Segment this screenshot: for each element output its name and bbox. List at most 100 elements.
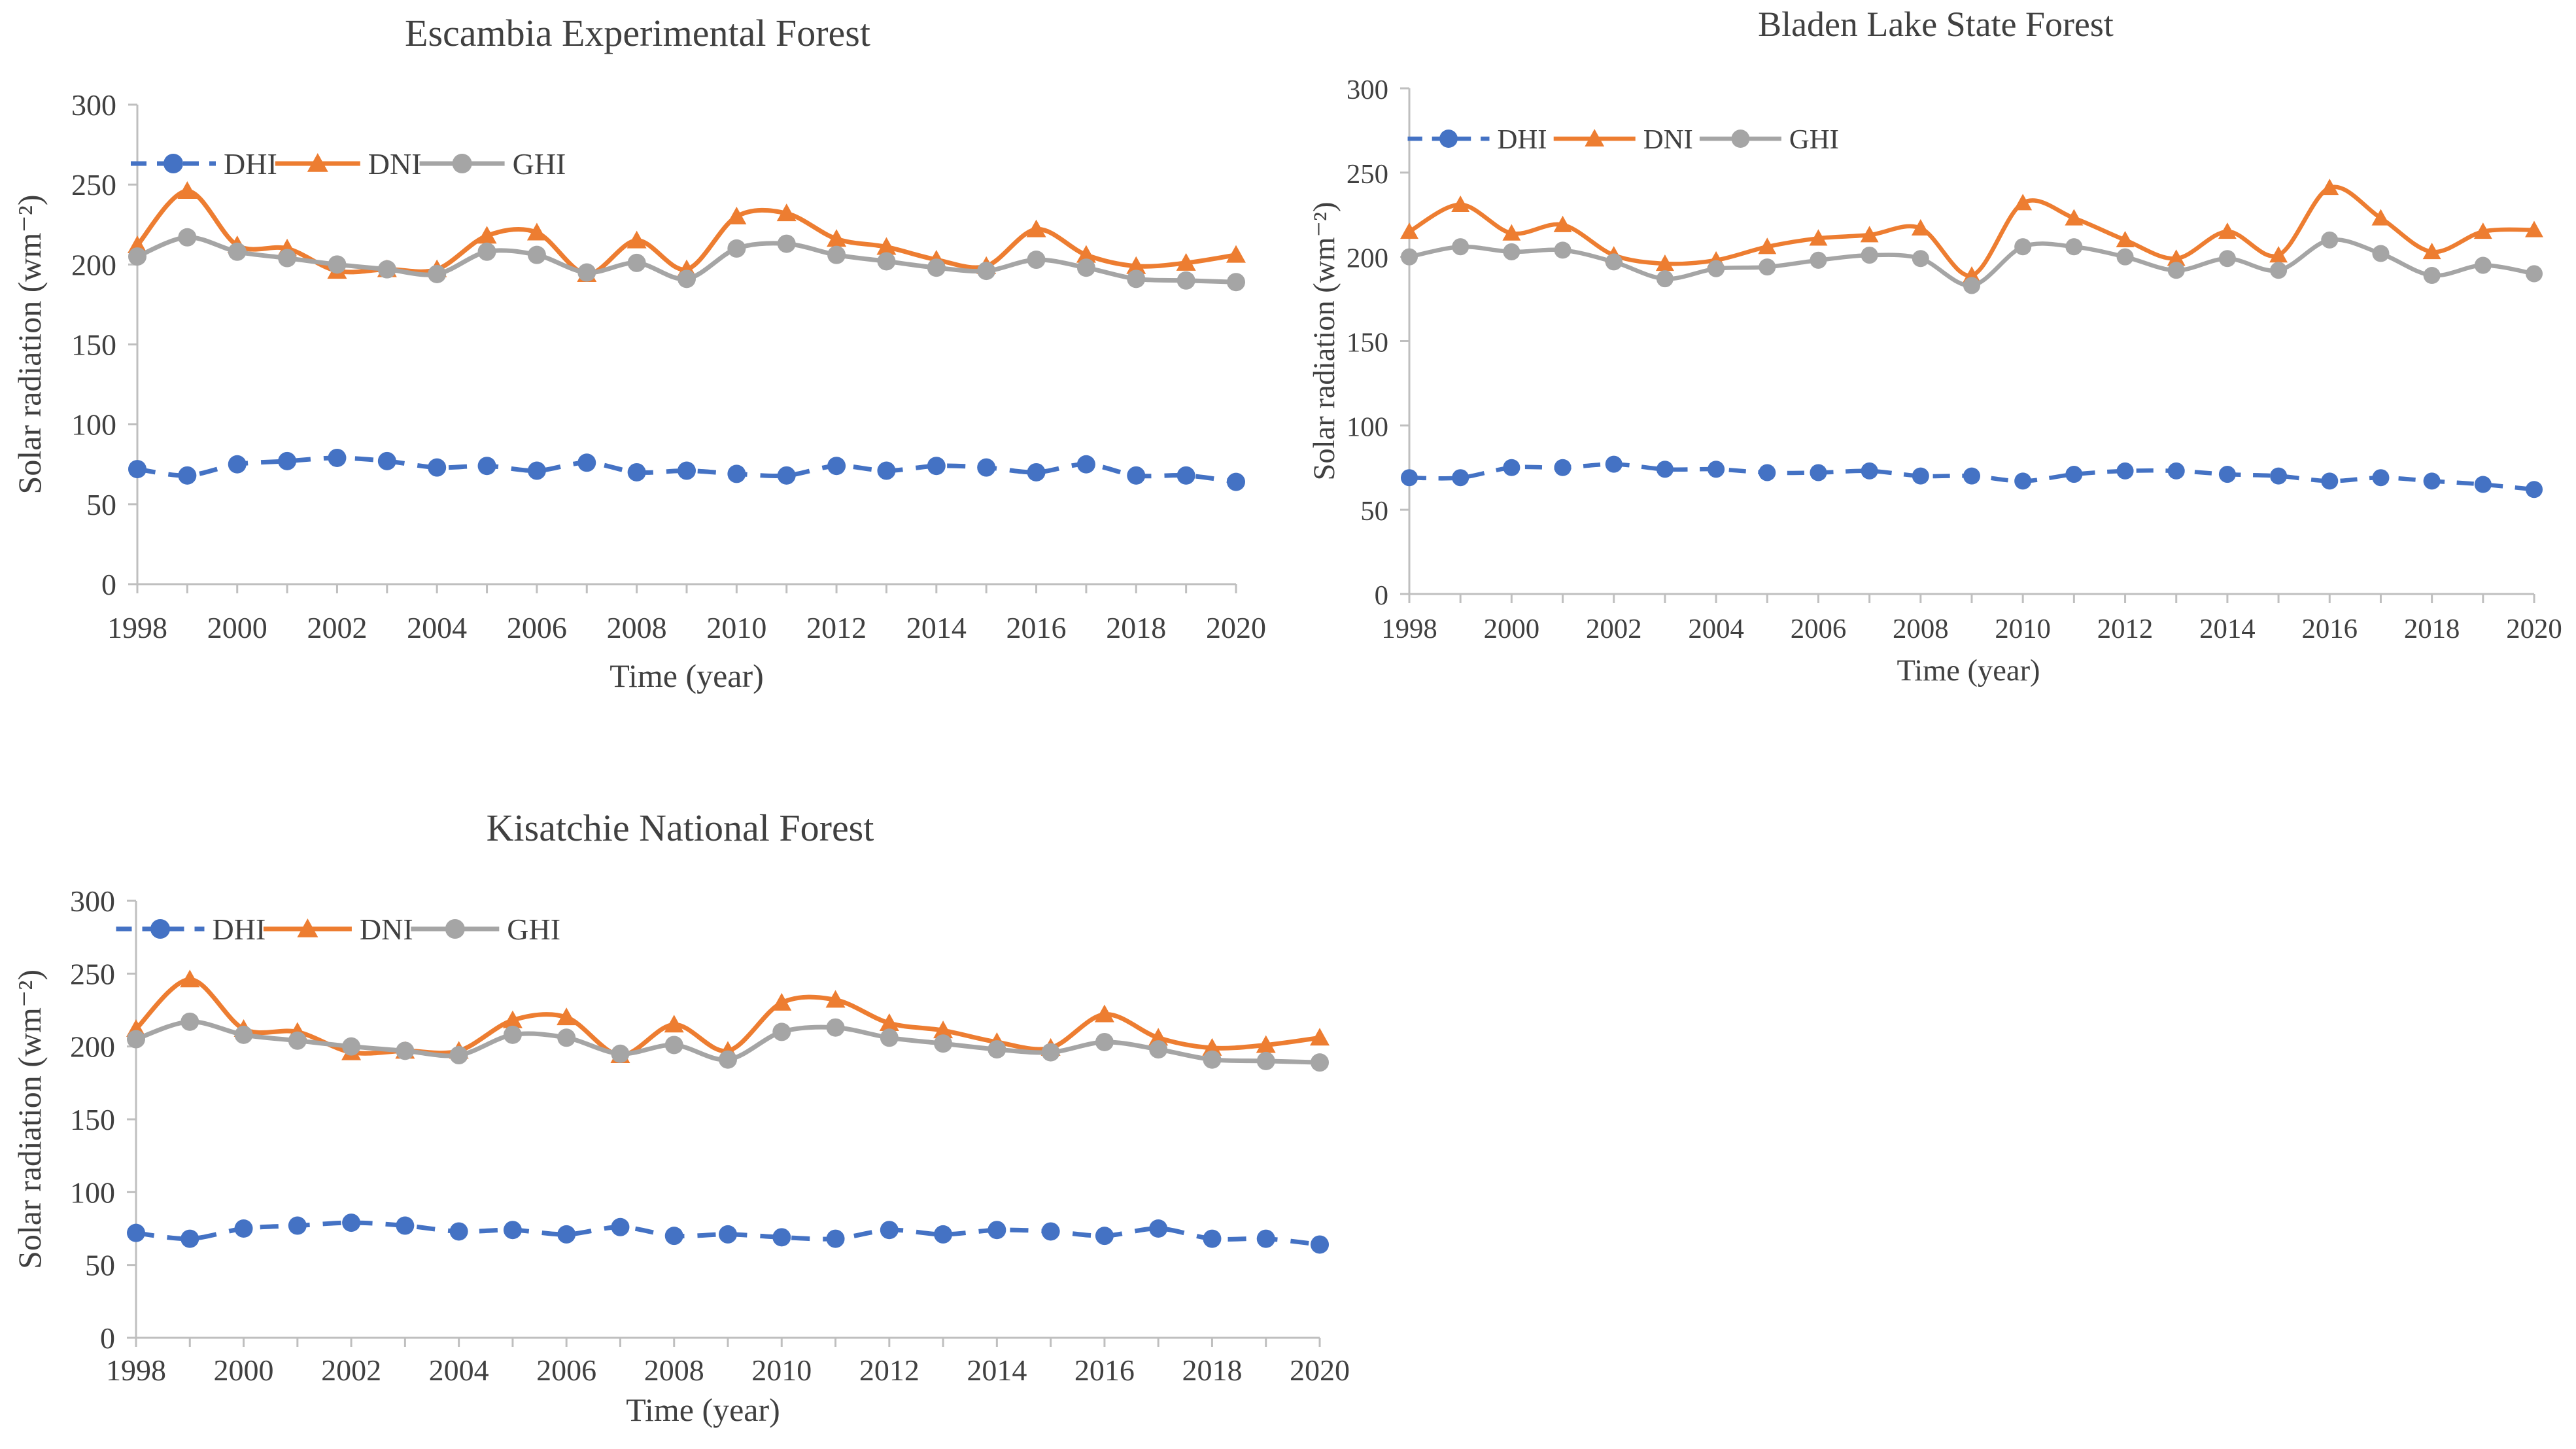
- chart-title: Bladen Lake State Forest: [1758, 5, 2114, 44]
- x-tick-label: 2018: [1106, 611, 1166, 644]
- data-point-dni: [1911, 218, 1930, 236]
- data-point-dni: [727, 207, 747, 225]
- x-tick-label: 2006: [536, 1353, 596, 1387]
- data-point-ghi: [977, 262, 996, 281]
- series-dni: [1400, 179, 2543, 283]
- data-point-ghi: [664, 1036, 683, 1055]
- legend-label-dni: DNI: [368, 147, 422, 181]
- x-tick-label: 2014: [967, 1353, 1027, 1387]
- data-point-dhi: [2014, 472, 2032, 490]
- data-point-ghi: [1041, 1043, 1060, 1062]
- chart-escambia: Escambia Experimental Forest 0 50 100 150 200…: [0, 0, 1295, 726]
- data-point-dni: [1176, 253, 1196, 271]
- data-point-ghi: [503, 1025, 522, 1044]
- data-point-dni: [557, 1007, 577, 1026]
- legend-marker-dni: [307, 153, 328, 172]
- data-point-dhi: [777, 466, 796, 485]
- x-tick-label: 2002: [1586, 614, 1642, 644]
- data-point-dni: [2422, 242, 2441, 260]
- data-point-ghi: [477, 242, 496, 261]
- x-tick-label: 2008: [644, 1353, 704, 1387]
- data-point-dhi: [977, 458, 996, 477]
- data-point-ghi: [180, 1012, 199, 1031]
- y-axis-label: Solar radiation (wm⁻²): [1308, 202, 1341, 481]
- data-point-dhi: [1554, 459, 1571, 476]
- data-point-dni: [1026, 219, 1046, 237]
- data-point-ghi: [1256, 1051, 1275, 1070]
- legend-label-ghi: GHI: [1789, 124, 1839, 155]
- data-point-dni: [477, 226, 497, 244]
- y-tick-label: 100: [71, 408, 116, 442]
- data-point-ghi: [2065, 238, 2083, 256]
- y-tick-label: 250: [1347, 159, 1388, 190]
- data-point-ghi: [1400, 248, 1418, 266]
- data-point-dni: [1310, 1028, 1330, 1046]
- data-point-dni: [2320, 179, 2339, 196]
- data-point-dhi: [1861, 462, 1878, 480]
- x-axis-label: Time (year): [626, 1391, 780, 1428]
- data-point-ghi: [927, 258, 946, 277]
- data-point-dhi: [2270, 467, 2288, 485]
- chart-bladen-lake: Bladen Lake State Forest 0 50 100 150 200 250 3…: [1301, 0, 2576, 726]
- data-point-dni: [827, 229, 847, 247]
- data-point-dni: [2116, 230, 2135, 248]
- legend-marker-ghi: [452, 154, 472, 173]
- data-point-ghi: [1810, 251, 1827, 269]
- data-point-ghi: [1861, 247, 1878, 264]
- data-point-dhi: [1503, 459, 1520, 476]
- x-tick-label: 2000: [207, 611, 267, 644]
- series-dhi: [127, 1213, 1329, 1254]
- data-point-dhi: [2218, 466, 2236, 483]
- x-tick-label: 2016: [1074, 1353, 1135, 1387]
- data-point-ghi: [678, 270, 696, 288]
- data-point-dhi: [987, 1221, 1006, 1240]
- data-point-ghi: [2372, 245, 2390, 262]
- data-point-dni: [1226, 245, 1246, 263]
- data-point-dhi: [1759, 464, 1776, 481]
- data-point-ghi: [2218, 250, 2236, 268]
- y-tick-label: 100: [1347, 411, 1388, 442]
- data-point-ghi: [1149, 1040, 1168, 1059]
- data-point-ghi: [2321, 231, 2339, 249]
- chart-title: Kisatchie National Forest: [487, 807, 874, 849]
- y-tick-label: 300: [70, 884, 115, 918]
- y-tick-label: 50: [85, 1249, 115, 1282]
- data-point-dhi: [1203, 1229, 1222, 1248]
- data-point-dni: [772, 992, 792, 1011]
- x-tick-label: 2020: [2506, 614, 2562, 644]
- data-point-dni: [1451, 195, 1470, 212]
- x-tick-label: 2010: [751, 1353, 812, 1387]
- data-point-ghi: [1759, 258, 1776, 276]
- data-point-ghi: [1095, 1032, 1114, 1051]
- data-point-dhi: [1963, 467, 1981, 485]
- data-point-ghi: [611, 1044, 630, 1063]
- x-axis-label: Time (year): [1897, 654, 2040, 688]
- x-tick-label: 2018: [2404, 614, 2460, 644]
- data-point-dhi: [927, 457, 946, 476]
- data-point-dhi: [1041, 1222, 1060, 1241]
- data-point-ghi: [1605, 253, 1623, 271]
- data-point-dhi: [2065, 466, 2083, 483]
- data-point-dhi: [678, 461, 696, 480]
- data-point-ghi: [2474, 256, 2492, 274]
- data-point-dhi: [503, 1221, 522, 1240]
- data-point-dni: [664, 1015, 684, 1033]
- data-point-dhi: [1912, 467, 1929, 485]
- x-tick-label: 2006: [1791, 614, 1847, 644]
- y-tick-label: 0: [100, 1321, 115, 1355]
- data-point-ghi: [2423, 266, 2441, 285]
- legend-marker-dni: [297, 918, 318, 937]
- y-tick-label: 200: [1347, 243, 1388, 274]
- data-point-dhi: [1076, 455, 1095, 474]
- x-tick-label: 1998: [107, 611, 167, 644]
- x-tick-label: 2004: [429, 1353, 489, 1387]
- data-point-dhi: [1256, 1229, 1275, 1248]
- x-tick-label: 2008: [607, 611, 667, 644]
- data-point-dhi: [877, 461, 896, 480]
- data-point-ghi: [772, 1022, 791, 1041]
- data-point-ghi: [2014, 238, 2032, 256]
- data-point-dhi: [827, 457, 846, 476]
- legend-marker-ghi: [1731, 130, 1750, 148]
- data-point-ghi: [777, 234, 796, 253]
- data-point-ghi: [278, 249, 297, 268]
